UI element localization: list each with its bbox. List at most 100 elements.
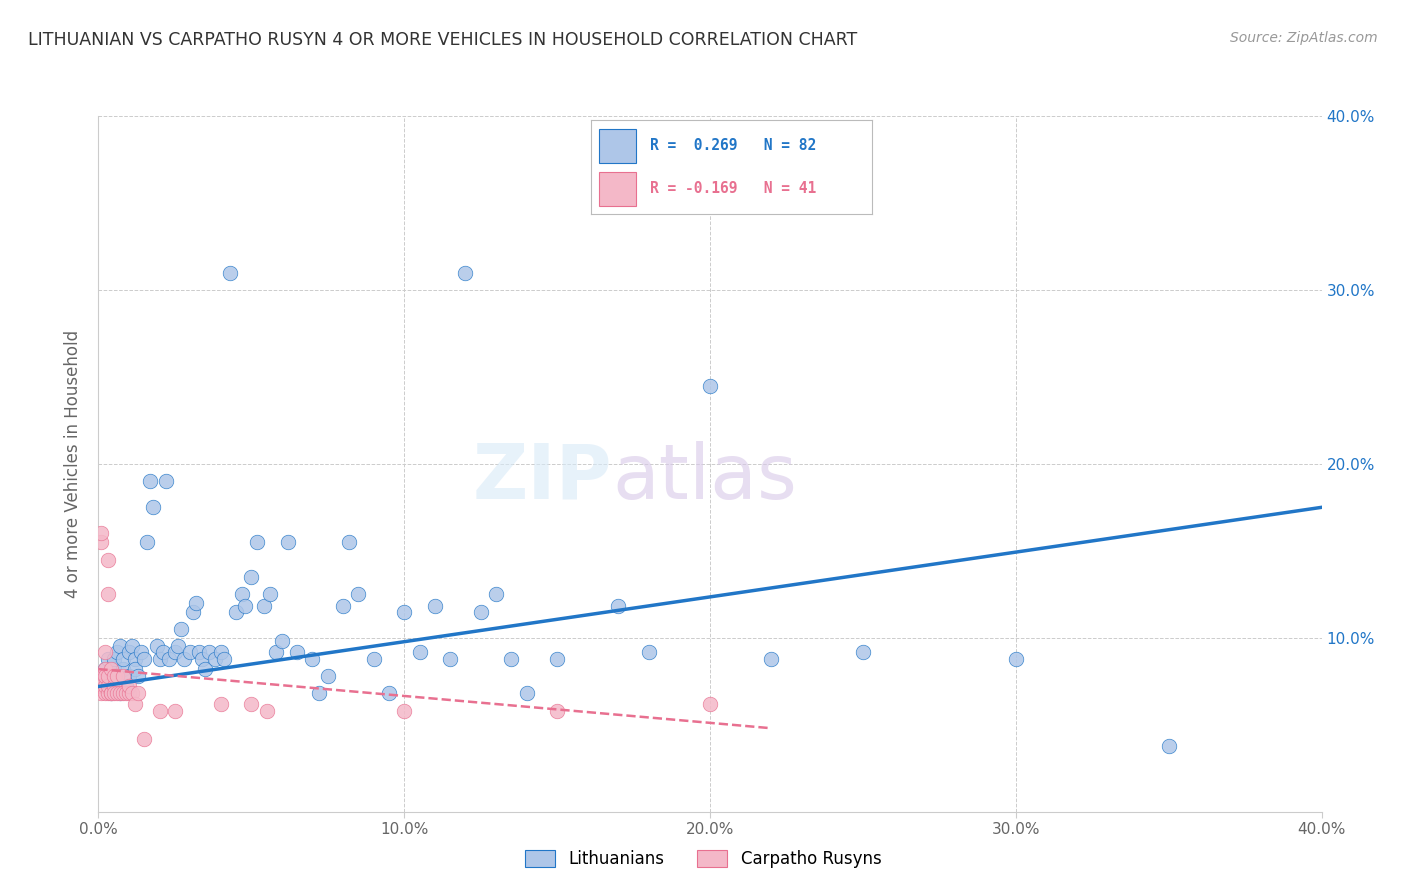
Point [155,474,177,488]
Point [90,686,112,700]
Point [93,645,115,659]
Point [546,651,568,665]
Point [501,651,523,665]
Text: R = -0.169   N = 41: R = -0.169 N = 41 [650,181,815,196]
Point [97,651,120,665]
Point [470,605,492,619]
Point [118,645,141,659]
Point [103,686,125,700]
Point [97,669,120,683]
Point [546,704,568,718]
Point [90,535,112,549]
Point [454,266,477,280]
Point [90,526,112,541]
Point [240,570,263,584]
Point [100,669,122,683]
Point [97,680,120,694]
Point [1157,739,1180,753]
FancyBboxPatch shape [599,172,636,206]
Point [103,669,125,683]
Point [97,686,120,700]
Point [121,640,143,654]
Point [225,605,247,619]
Point [219,266,242,280]
Point [90,669,112,683]
Point [197,645,219,659]
Point [105,686,128,700]
Y-axis label: 4 or more Vehicles in Household: 4 or more Vehicles in Household [65,330,83,598]
Point [136,535,159,549]
Point [105,669,128,683]
Point [759,651,782,665]
Point [852,645,875,659]
Point [97,680,120,694]
Point [264,645,287,659]
Point [103,680,125,694]
Point [1004,651,1026,665]
Point [100,686,122,700]
Point [115,680,138,694]
Point [256,704,278,718]
Point [259,587,281,601]
Point [392,704,416,718]
Point [118,680,141,694]
Point [246,535,269,549]
Point [100,686,122,700]
Point [105,669,128,683]
Point [240,697,263,711]
Point [233,599,256,614]
Point [699,697,721,711]
Point [204,651,226,665]
Point [699,378,721,392]
Point [607,599,630,614]
Point [485,587,508,601]
Point [152,645,174,659]
Point [124,651,146,665]
Point [516,686,538,700]
Point [124,697,146,711]
Point [121,686,143,700]
Text: Source: ZipAtlas.com: Source: ZipAtlas.com [1230,31,1378,45]
Point [149,651,172,665]
Point [392,605,416,619]
Point [90,674,112,689]
Point [167,640,190,654]
Point [108,640,131,654]
Point [90,680,112,694]
Point [170,622,193,636]
Point [173,651,195,665]
Point [100,662,122,676]
Point [277,535,299,549]
Point [308,686,330,700]
Text: ZIP: ZIP [472,441,612,515]
Point [408,645,430,659]
Point [105,645,128,659]
Point [134,731,156,746]
Point [118,669,141,683]
Point [111,686,134,700]
Point [209,697,232,711]
Point [163,645,186,659]
Text: R =  0.269   N = 82: R = 0.269 N = 82 [650,138,815,153]
Point [129,645,152,659]
Point [439,651,461,665]
Point [111,669,134,683]
Point [97,552,120,566]
Point [186,596,208,610]
Point [270,634,292,648]
Point [115,686,138,700]
Point [212,651,235,665]
Point [134,651,156,665]
Point [127,686,149,700]
Point [363,651,385,665]
Point [231,587,253,601]
Point [100,686,122,700]
Point [191,651,214,665]
Point [111,662,134,676]
Point [179,645,201,659]
Point [93,686,115,700]
Text: atlas: atlas [612,441,797,515]
Point [124,662,146,676]
Point [301,651,323,665]
Point [111,651,134,665]
